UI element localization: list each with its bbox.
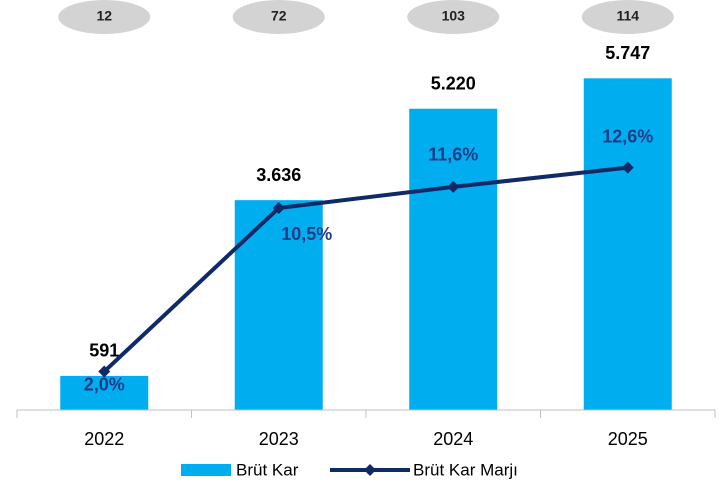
- line-marker: [621, 161, 634, 174]
- line-marker: [272, 202, 285, 214]
- x-tick-label: 2023: [259, 429, 299, 449]
- bar: [409, 108, 498, 410]
- bar: [583, 78, 672, 410]
- bar-value-label: 5.747: [605, 43, 650, 63]
- line-value-label: 10,5%: [281, 224, 332, 244]
- x-tick-label: 2022: [84, 429, 124, 449]
- annotation-bubble: [407, 0, 500, 34]
- bar-value-label: 591: [89, 341, 119, 361]
- annotation-bubble: [58, 0, 151, 34]
- x-tick-label: 2025: [608, 429, 648, 449]
- margin-line: [102, 165, 628, 373]
- line-value-label: 11,6%: [428, 145, 478, 165]
- annotation-label: 103: [442, 8, 466, 24]
- line-value-label: 12,6%: [602, 126, 653, 146]
- annotation-label: 12: [96, 8, 112, 24]
- line-marker: [98, 365, 111, 378]
- line-marker: [447, 180, 460, 193]
- annotation-label: 114: [616, 8, 639, 24]
- bar-value-label: 3.636: [256, 165, 301, 185]
- legend-label: Brüt Kar Marjı: [413, 460, 518, 479]
- annotation-label: 72: [271, 8, 287, 24]
- legend-label: Brüt Kar: [236, 460, 299, 479]
- annotation-bubble: [581, 0, 674, 34]
- bar-value-label: 5.220: [431, 73, 476, 93]
- x-tick-label: 2024: [433, 429, 473, 449]
- legend-swatch: [181, 464, 231, 476]
- annotation-bubble: [232, 0, 325, 34]
- line-value-label: 2,0%: [84, 374, 125, 394]
- legend-marker: [364, 464, 376, 476]
- bar: [60, 375, 149, 410]
